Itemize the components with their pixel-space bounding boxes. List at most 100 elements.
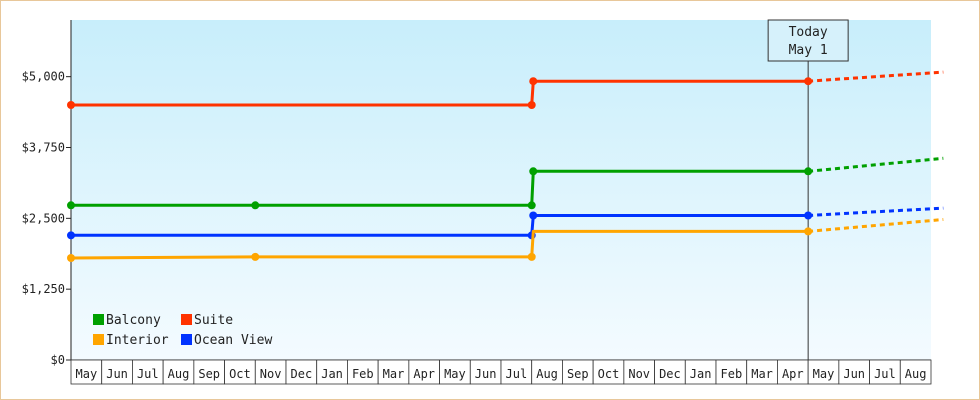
month-label: Dec: [659, 367, 681, 381]
month-cell: [869, 359, 901, 385]
today-label: Today: [789, 25, 828, 40]
month-cell: [469, 359, 502, 385]
month-axis: May Jun Jul Aug Sep Oct Nov Dec Jan Feb Mar Apr May J…: [70, 359, 932, 385]
month-label: Oct: [598, 367, 620, 381]
data-point[interactable]: [529, 211, 538, 220]
forecast-line-suite: [807, 70, 944, 83]
month-label: Apr: [782, 367, 804, 381]
today-box: [767, 19, 849, 62]
month-label: May: [76, 367, 98, 381]
legend-swatch: [93, 334, 104, 345]
data-point[interactable]: [67, 254, 75, 262]
month-label: Jan: [690, 367, 712, 381]
month-label: Dec: [291, 367, 313, 381]
series-ocean-view: [67, 206, 944, 240]
month-label: Apr: [413, 367, 435, 381]
month-cell: [684, 359, 717, 385]
y-tick-label: $3,750: [22, 141, 65, 155]
data-point[interactable]: [529, 77, 538, 86]
month-label: Sep: [567, 367, 589, 381]
month-cell: [101, 359, 133, 385]
y-tick-label: $2,500: [22, 211, 65, 225]
today-marker: Today May 1: [767, 19, 849, 360]
month-cell: [132, 359, 164, 385]
month-label: Feb: [352, 367, 374, 381]
month-label: Nov: [628, 367, 650, 381]
month-label: May: [813, 367, 835, 381]
month-cell: [777, 359, 809, 385]
legend-swatch: [181, 314, 192, 325]
month-cell: [623, 359, 655, 385]
month-cell: [193, 359, 225, 385]
forecast-line-ocean-view: [808, 206, 944, 217]
data-point[interactable]: [67, 101, 75, 109]
month-cell: [408, 359, 440, 385]
month-label: Nov: [260, 367, 282, 381]
series-line-ocean-view: [71, 214, 809, 237]
y-tick-label: $1,250: [22, 282, 65, 296]
month-cell: [500, 359, 533, 385]
y-tick-label: $5,000: [22, 70, 65, 84]
y-tick-label: $0: [51, 353, 65, 367]
month-cell: [715, 359, 748, 385]
series-balcony: [67, 156, 944, 210]
data-point[interactable]: [804, 77, 813, 86]
month-cell: [316, 359, 348, 385]
legend-swatch: [93, 314, 104, 325]
data-point[interactable]: [527, 101, 536, 109]
month-cell: [377, 359, 410, 385]
month-label: Jan: [321, 367, 343, 381]
data-point[interactable]: [804, 167, 813, 176]
month-cell: [654, 359, 686, 385]
month-cell: [254, 359, 287, 385]
data-point[interactable]: [251, 201, 260, 210]
month-label: Mar: [751, 367, 773, 381]
data-point[interactable]: [251, 252, 260, 261]
month-label: Aug: [168, 367, 190, 381]
today-date: May 1: [789, 43, 828, 58]
legend: Balcony Suite Interior Ocean View: [93, 313, 272, 348]
month-label: Sep: [198, 367, 220, 381]
month-cell: [899, 359, 932, 385]
month-label: Jun: [106, 367, 128, 381]
month-label: Feb: [721, 367, 743, 381]
legend-label: Suite: [194, 313, 233, 328]
legend-label: Interior: [106, 333, 169, 348]
month-label: Jun: [475, 367, 497, 381]
month-label: Mar: [383, 367, 405, 381]
month-cell: [162, 359, 195, 385]
data-point[interactable]: [527, 201, 536, 210]
month-cell: [592, 359, 625, 385]
forecast-line-interior: [807, 218, 944, 233]
data-point[interactable]: [529, 167, 538, 176]
data-point[interactable]: [67, 201, 75, 210]
month-label: Oct: [229, 367, 251, 381]
forecast-line-balcony: [807, 156, 944, 173]
month-label: Aug: [536, 367, 558, 381]
series-line-balcony: [71, 169, 809, 207]
data-point[interactable]: [804, 211, 813, 220]
month-label: May: [444, 367, 466, 381]
data-point[interactable]: [67, 231, 75, 240]
series-suite: [67, 70, 944, 109]
month-cell: [531, 359, 563, 385]
month-cell: [807, 359, 840, 385]
month-label: Jul: [137, 367, 159, 381]
legend-label: Balcony: [106, 313, 161, 328]
plot-background: [71, 20, 931, 360]
month-cell: [439, 359, 471, 385]
data-point[interactable]: [527, 252, 536, 261]
data-point[interactable]: [804, 227, 813, 236]
series-lines: [67, 70, 944, 262]
month-label: Aug: [905, 367, 927, 381]
legend-label: Ocean View: [194, 333, 272, 348]
month-label: Jun: [843, 367, 865, 381]
series-line-suite: [71, 79, 809, 107]
month-label: Jul: [874, 367, 896, 381]
series-interior: [67, 218, 944, 262]
legend-swatch: [181, 334, 192, 345]
month-cell: [562, 359, 594, 385]
month-label: Jul: [506, 367, 528, 381]
month-cell: [347, 359, 379, 385]
